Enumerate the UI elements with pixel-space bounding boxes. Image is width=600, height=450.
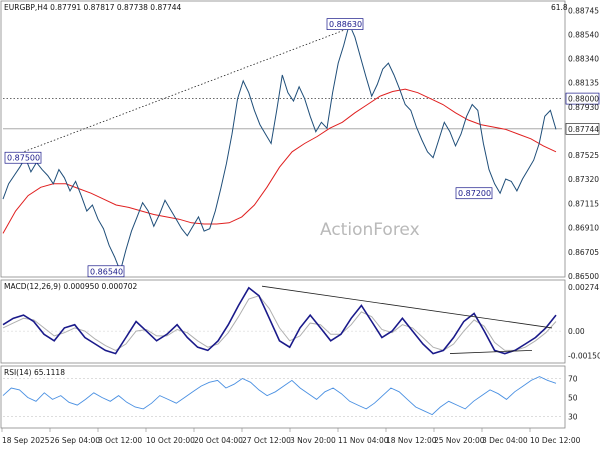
rsi-header: RSI(14) 65.1118	[4, 368, 65, 377]
axis-layer: 18 Sep 2025 26 Sep 04:003 Oct 12:00 10 Oct…	[1, 428, 581, 445]
x-tick-label-5: 27 Oct 12:00	[242, 436, 291, 445]
annotation-label-2: 0.87500	[7, 154, 40, 163]
macd-header: MACD(12,26,9) 0.000950 0.000702	[4, 282, 138, 291]
rsi-y-tick-0: 70	[568, 375, 578, 384]
current-price-label: 0.87744	[568, 125, 599, 134]
price-line	[2, 22, 557, 273]
corner-label: 61.8	[551, 3, 568, 12]
macd-panel-frame	[0, 279, 566, 364]
x-tick-label-10: 3 Dec 04:00	[482, 436, 528, 445]
x-tick-label-8: 18 Nov 12:00	[386, 436, 437, 445]
price-y-tick-2: 0.88340	[568, 54, 599, 63]
x-tick-label-9: 25 Nov 20:00	[434, 436, 485, 445]
price-layer: 0.88630 0.88000 0.87500 0.87200 0.86540 0.877…	[2, 7, 600, 281]
macd-trendline-top	[261, 285, 553, 329]
price-panel-frame	[0, 0, 566, 278]
macd-y-tick-1: 0.00	[568, 327, 585, 336]
price-trendline	[7, 23, 361, 159]
macd-y-tick-2: -0.001505	[568, 351, 600, 360]
level-label-box-1	[565, 92, 600, 105]
price-y-tick-11: 0.86500	[568, 272, 599, 281]
price-y-tick-7: 0.87320	[568, 175, 599, 184]
x-tick-label-1: 26 Sep 04:00	[50, 436, 100, 445]
x-tick-label-2: 3 Oct 12:00	[98, 436, 142, 445]
price-y-tick-3: 0.88135	[568, 79, 599, 88]
x-tick-label-6: 3 Nov 20:00	[290, 436, 336, 445]
annotation-label-4: 0.86540	[90, 267, 123, 276]
annotation-label-3: 0.87200	[458, 189, 491, 198]
price-y-tick-1: 0.88540	[568, 31, 599, 40]
moving-average-line	[2, 88, 557, 234]
x-tick-label-11: 10 Dec 12:00	[530, 436, 581, 445]
price-header: EURGBP,H4 0.87791 0.87817 0.87738 0.8774…	[4, 3, 182, 12]
price-y-tick-10: 0.86705	[568, 248, 599, 257]
annotation-box-4	[87, 265, 125, 278]
rsi-y-tick-1: 50	[568, 394, 578, 403]
rsi-layer: 70 50 30	[2, 375, 578, 422]
x-tick-label-4: 20 Oct 04:00	[194, 436, 243, 445]
price-y-tick-6: 0.87525	[568, 151, 599, 160]
current-price-box	[565, 123, 600, 135]
annotation-label-0: 0.88630	[329, 20, 362, 29]
macd-layer: 0.00274 0.00 -0.001505	[2, 283, 600, 360]
price-y-tick-8: 0.87115	[568, 199, 599, 208]
rsi-panel-frame	[0, 365, 566, 429]
watermark: ActionForex	[320, 220, 420, 240]
x-tick-label-0: 18 Sep 2025	[2, 436, 50, 445]
price-y-tick-0: 0.88745	[568, 7, 599, 16]
x-tick-label-3: 10 Oct 20:00	[146, 436, 195, 445]
annotation-box-0	[326, 18, 364, 30]
level-label-1: 0.88000	[568, 95, 599, 104]
price-y-tick-4: 0.87930	[568, 103, 599, 112]
annotation-box-2	[4, 151, 42, 164]
x-tick-label-7: 11 Nov 04:00	[338, 436, 389, 445]
annotation-box-3	[455, 187, 493, 200]
macd-trendline-bottom	[449, 349, 533, 354]
macd-signal-line	[2, 295, 557, 351]
macd-line	[2, 286, 557, 355]
macd-y-tick-0: 0.00274	[568, 283, 599, 292]
price-y-tick-9: 0.86910	[568, 224, 599, 233]
rsi-y-tick-2: 30	[568, 413, 578, 422]
rsi-line	[2, 376, 557, 416]
